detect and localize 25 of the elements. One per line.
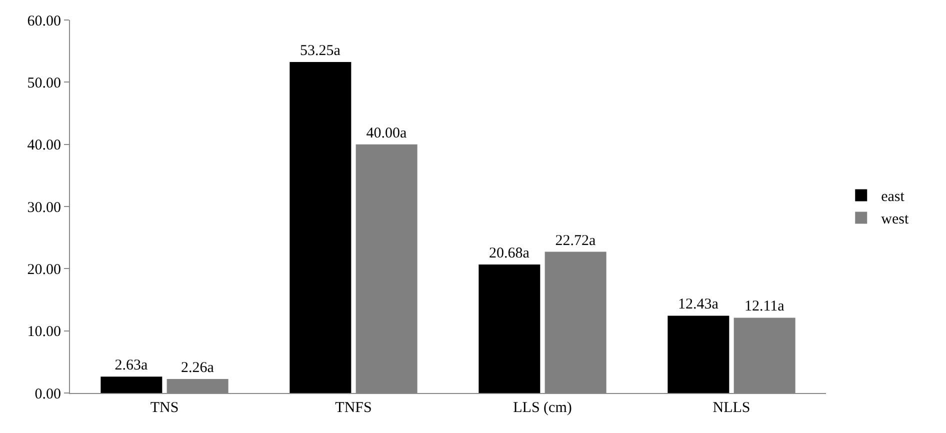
- data-label: 40.00a: [366, 125, 407, 142]
- legend-label: west: [881, 212, 910, 228]
- y-tick-label: 0.00: [34, 386, 61, 402]
- data-label: 2.63a: [114, 358, 148, 374]
- x-tick-label: LLS (cm): [513, 400, 572, 416]
- x-tick-label: TNS: [150, 400, 179, 416]
- y-tick-label: 60.00: [27, 13, 61, 30]
- bar: [290, 62, 352, 393]
- x-tick-label: TNFS: [335, 400, 372, 416]
- bar: [668, 316, 730, 393]
- data-label: 2.26a: [180, 360, 214, 376]
- bar: [478, 264, 540, 393]
- y-tick-label: 10.00: [27, 324, 61, 340]
- data-label: 20.68a: [489, 245, 530, 262]
- y-tick-label: 30.00: [27, 200, 61, 216]
- y-tick-label: 40.00: [27, 138, 61, 154]
- y-tick-label: 20.00: [27, 262, 61, 278]
- data-label: 53.25a: [300, 42, 341, 59]
- bar: [100, 376, 162, 393]
- legend-label: east: [881, 189, 906, 206]
- data-label: 22.72a: [555, 232, 596, 249]
- y-tick-label: 50.00: [27, 75, 61, 92]
- x-tick-label: NLLS: [712, 400, 750, 416]
- data-label: 12.11a: [744, 298, 785, 315]
- data-label: 12.43a: [678, 296, 719, 313]
